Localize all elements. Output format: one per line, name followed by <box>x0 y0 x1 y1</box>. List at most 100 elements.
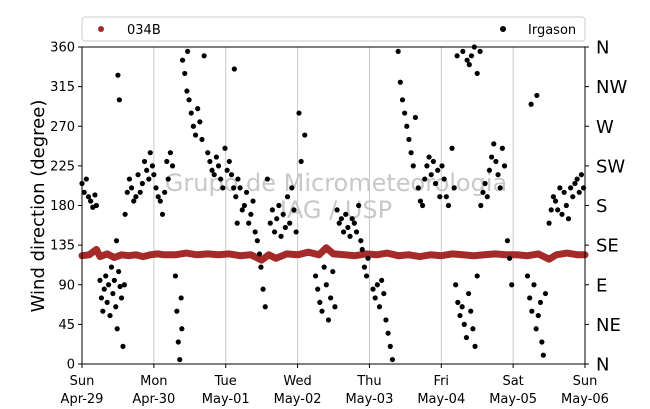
data-point-irgason <box>258 264 264 270</box>
data-point-irgason <box>385 330 391 336</box>
data-point-irgason <box>499 145 505 151</box>
data-point-irgason <box>88 198 94 204</box>
series-irgason <box>79 44 587 363</box>
data-point-irgason <box>139 180 145 187</box>
series-034B <box>78 244 589 264</box>
data-point-irgason <box>220 185 226 191</box>
data-point-034B <box>125 252 132 259</box>
data-point-irgason <box>188 110 194 116</box>
data-point-irgason <box>92 192 98 198</box>
data-point-irgason <box>287 220 293 226</box>
data-point-irgason <box>395 48 401 55</box>
data-point-irgason <box>110 290 116 297</box>
data-point-irgason <box>415 185 421 191</box>
data-point-irgason <box>439 163 445 169</box>
data-point-irgason <box>345 224 351 231</box>
data-point-irgason <box>179 326 185 332</box>
y-tick-label: 135 <box>50 239 75 254</box>
data-point-irgason <box>211 172 217 178</box>
data-point-irgason <box>464 57 470 63</box>
data-point-irgason <box>417 198 424 204</box>
data-point-irgason <box>497 185 503 191</box>
data-point-irgason <box>555 207 561 213</box>
compass-axis: N NE E SE S SW W NW N <box>585 38 627 376</box>
data-point-irgason <box>269 207 276 213</box>
data-point-irgason <box>552 198 559 204</box>
data-point-034B <box>139 253 147 260</box>
data-point-irgason <box>461 321 467 327</box>
data-point-irgason <box>509 282 515 288</box>
data-point-034B <box>103 250 111 258</box>
data-point-irgason <box>474 70 480 77</box>
data-point-034B <box>574 251 582 259</box>
data-point-irgason <box>260 286 266 292</box>
data-point-034B <box>247 251 255 259</box>
data-point-irgason <box>383 317 389 323</box>
x-tick-day: Sun <box>70 374 95 389</box>
data-point-irgason <box>137 189 143 195</box>
data-point-irgason <box>222 145 228 151</box>
data-point-034B <box>491 250 499 258</box>
data-point-irgason <box>315 286 321 292</box>
data-point-irgason <box>542 290 549 297</box>
data-point-irgason <box>437 194 443 200</box>
data-point-irgason <box>408 150 414 156</box>
data-point-irgason <box>347 233 353 239</box>
data-point-034B <box>85 251 93 259</box>
x-tick-day: Thu <box>356 374 381 389</box>
data-point-irgason <box>153 185 159 191</box>
data-point-irgason <box>381 290 387 297</box>
data-point-irgason <box>157 198 163 204</box>
x-tick-date: May-01 <box>202 392 250 407</box>
data-point-irgason <box>460 48 466 55</box>
data-point-irgason <box>370 286 376 292</box>
data-point-irgason <box>182 70 188 77</box>
data-point-irgason <box>482 180 488 187</box>
data-point-irgason <box>412 114 419 121</box>
data-point-irgason <box>149 163 156 169</box>
data-point-irgason <box>248 211 254 217</box>
data-point-irgason <box>165 176 171 182</box>
compass-label: E <box>596 275 607 296</box>
data-point-irgason <box>215 163 222 169</box>
data-point-irgason <box>397 79 403 85</box>
data-point-irgason <box>565 216 572 222</box>
x-tick-date: May-04 <box>417 392 465 407</box>
data-point-034B <box>161 251 168 259</box>
data-point-irgason <box>535 312 541 319</box>
data-point-034B <box>193 251 201 259</box>
data-point-irgason <box>561 189 567 195</box>
data-point-034B <box>330 250 337 258</box>
data-point-034B <box>323 244 330 251</box>
data-point-irgason <box>117 283 123 290</box>
data-point-irgason <box>151 172 157 178</box>
y-tick-label: 270 <box>50 120 75 135</box>
data-point-irgason <box>113 304 119 310</box>
data-point-irgason <box>328 295 334 301</box>
data-point-irgason <box>420 202 426 209</box>
data-point-irgason <box>144 167 150 173</box>
data-point-irgason <box>205 150 211 156</box>
data-point-irgason <box>131 198 137 204</box>
data-point-irgason <box>100 308 106 314</box>
data-point-irgason <box>228 172 235 178</box>
data-point-irgason <box>243 189 250 195</box>
data-point-irgason <box>531 282 537 288</box>
data-point-irgason <box>174 308 180 314</box>
watermark: Grupo de Micrometeorologia IAG / USP <box>165 169 507 224</box>
data-point-034B <box>147 251 154 259</box>
data-point-034B <box>215 251 222 259</box>
data-point-irgason <box>359 246 365 253</box>
data-point-irgason <box>124 189 130 195</box>
data-point-irgason <box>537 299 544 305</box>
data-point-irgason <box>201 53 207 59</box>
data-point-irgason <box>323 282 329 288</box>
data-point-irgason <box>224 167 230 173</box>
data-point-irgason <box>276 202 282 209</box>
data-point-irgason <box>540 352 546 358</box>
data-point-034B <box>226 250 233 258</box>
data-point-irgason <box>115 72 121 78</box>
data-point-034B <box>118 251 125 259</box>
data-point-034B <box>265 251 273 259</box>
data-point-irgason <box>529 308 535 314</box>
